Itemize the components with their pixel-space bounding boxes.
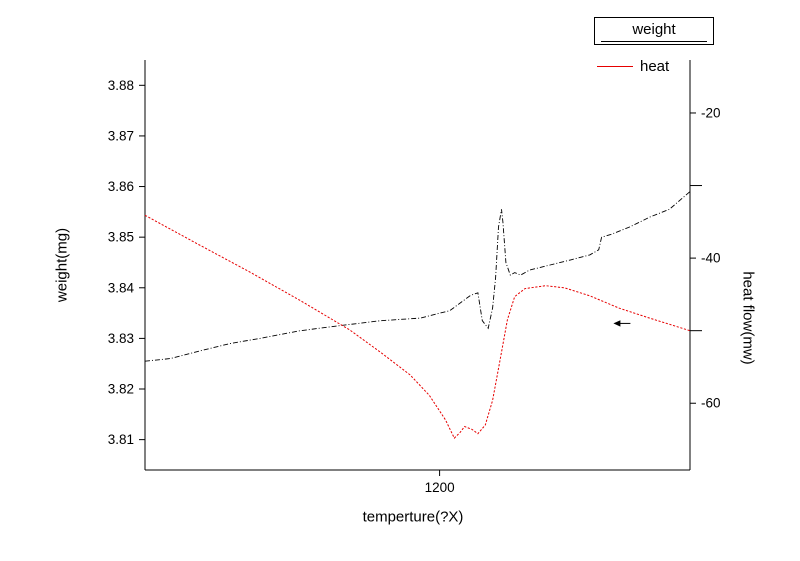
legend-item-weight: weight: [594, 17, 714, 45]
svg-text:3.88: 3.88: [108, 78, 134, 93]
svg-text:3.83: 3.83: [108, 331, 134, 346]
weight-line-sample: [601, 41, 707, 42]
right-axis-title: heat flow(mw): [739, 271, 757, 365]
legend-weight-label: weight: [632, 21, 676, 38]
legend: weight heat: [594, 17, 714, 75]
left-axis-title: weight(mg): [53, 227, 71, 303]
svg-text:3.87: 3.87: [108, 128, 134, 143]
legend-heat-label: heat: [640, 58, 670, 75]
svg-text:3.81: 3.81: [108, 432, 134, 447]
svg-text:3.82: 3.82: [108, 382, 134, 397]
svg-text:-40: -40: [701, 251, 721, 266]
heat-line-sample: [597, 66, 633, 67]
svg-text:3.86: 3.86: [108, 179, 134, 194]
svg-text:-20: -20: [701, 105, 721, 120]
x-axis-title: temperture(?X): [362, 508, 464, 526]
svg-text:3.84: 3.84: [108, 280, 135, 295]
legend-item-heat: heat: [594, 58, 714, 75]
svg-text:-60: -60: [701, 396, 721, 411]
svg-text:1200: 1200: [425, 480, 455, 495]
svg-text:3.85: 3.85: [108, 230, 134, 245]
